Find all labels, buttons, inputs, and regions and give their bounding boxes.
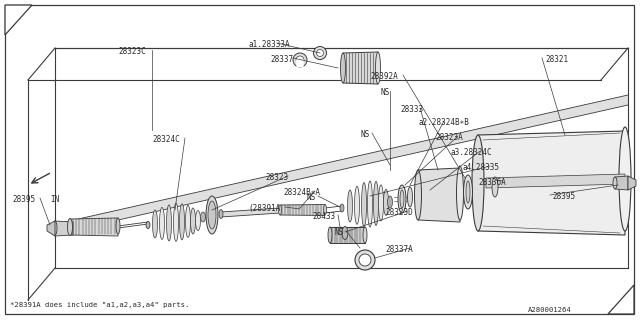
Ellipse shape — [463, 175, 472, 209]
Ellipse shape — [191, 208, 195, 234]
Ellipse shape — [152, 210, 157, 238]
Polygon shape — [608, 285, 634, 314]
Ellipse shape — [348, 190, 353, 222]
Ellipse shape — [387, 196, 392, 208]
Text: a1.28333A: a1.28333A — [248, 40, 290, 49]
Ellipse shape — [116, 218, 120, 234]
Text: NS: NS — [334, 228, 343, 237]
Ellipse shape — [278, 205, 282, 215]
Ellipse shape — [186, 205, 191, 237]
Ellipse shape — [340, 53, 346, 83]
Text: 28324C: 28324C — [152, 135, 180, 144]
Ellipse shape — [374, 181, 378, 225]
Ellipse shape — [363, 227, 367, 243]
Polygon shape — [628, 176, 636, 190]
Ellipse shape — [159, 207, 164, 239]
Text: IN: IN — [50, 195, 60, 204]
Ellipse shape — [362, 183, 367, 227]
Ellipse shape — [317, 50, 323, 57]
Ellipse shape — [376, 52, 381, 84]
Polygon shape — [70, 218, 118, 236]
Ellipse shape — [408, 187, 413, 207]
Text: (28391A: (28391A — [248, 204, 280, 213]
Polygon shape — [296, 60, 304, 67]
Ellipse shape — [208, 201, 216, 229]
Ellipse shape — [219, 210, 223, 219]
Text: a3.28324C: a3.28324C — [450, 148, 492, 157]
Text: 28321: 28321 — [545, 55, 568, 64]
Text: *28391A does include "a1,a2,a3,a4" parts.: *28391A does include "a1,a2,a3,a4" parts… — [10, 302, 189, 308]
Text: 28433: 28433 — [312, 212, 335, 221]
Polygon shape — [55, 221, 73, 236]
Polygon shape — [330, 227, 365, 243]
Polygon shape — [221, 208, 280, 217]
Text: 28323: 28323 — [265, 173, 288, 182]
Ellipse shape — [400, 190, 404, 208]
Ellipse shape — [340, 204, 344, 212]
Ellipse shape — [195, 211, 200, 231]
Ellipse shape — [492, 177, 498, 197]
Text: 28324B∗A: 28324B∗A — [283, 188, 320, 197]
Ellipse shape — [378, 185, 383, 221]
Text: 28323D: 28323D — [385, 208, 413, 217]
Ellipse shape — [613, 177, 617, 189]
Ellipse shape — [355, 250, 375, 270]
Text: 28392A: 28392A — [370, 72, 397, 81]
Polygon shape — [615, 176, 628, 190]
Ellipse shape — [367, 181, 372, 227]
Text: 28323C: 28323C — [118, 47, 146, 56]
Ellipse shape — [293, 53, 307, 67]
Ellipse shape — [314, 46, 326, 60]
Text: 28336A: 28336A — [478, 178, 506, 187]
Ellipse shape — [67, 219, 72, 236]
Ellipse shape — [342, 227, 348, 239]
Ellipse shape — [53, 221, 57, 235]
Ellipse shape — [296, 56, 304, 64]
Ellipse shape — [173, 203, 179, 241]
Ellipse shape — [166, 205, 172, 241]
Ellipse shape — [398, 185, 406, 213]
Text: 28395: 28395 — [12, 195, 35, 204]
Ellipse shape — [323, 204, 326, 214]
Text: A280001264: A280001264 — [528, 307, 572, 313]
Ellipse shape — [383, 189, 388, 215]
Polygon shape — [343, 52, 378, 84]
Ellipse shape — [466, 181, 470, 203]
Ellipse shape — [200, 212, 205, 222]
Ellipse shape — [206, 196, 218, 234]
Text: NS: NS — [380, 88, 389, 97]
Text: 28337: 28337 — [270, 55, 293, 64]
Polygon shape — [478, 131, 625, 235]
Ellipse shape — [146, 221, 150, 228]
Text: 28323A: 28323A — [435, 133, 463, 142]
Text: NS: NS — [360, 130, 369, 139]
Ellipse shape — [328, 227, 332, 243]
Polygon shape — [418, 168, 460, 222]
Ellipse shape — [415, 170, 422, 220]
Ellipse shape — [179, 204, 184, 240]
Polygon shape — [486, 174, 625, 188]
Polygon shape — [47, 221, 55, 236]
Ellipse shape — [456, 166, 463, 220]
Ellipse shape — [355, 186, 360, 224]
Text: NS: NS — [306, 193, 316, 202]
Text: a2.28324B∗B: a2.28324B∗B — [418, 118, 469, 127]
Ellipse shape — [472, 135, 484, 231]
Text: a4.28335: a4.28335 — [462, 163, 499, 172]
Text: 28395: 28395 — [552, 192, 575, 201]
Text: 28333: 28333 — [400, 105, 423, 114]
Ellipse shape — [359, 254, 371, 266]
Polygon shape — [65, 95, 628, 232]
Ellipse shape — [619, 127, 631, 231]
Text: 28337A: 28337A — [385, 245, 413, 254]
Polygon shape — [5, 5, 32, 35]
Polygon shape — [280, 204, 325, 215]
